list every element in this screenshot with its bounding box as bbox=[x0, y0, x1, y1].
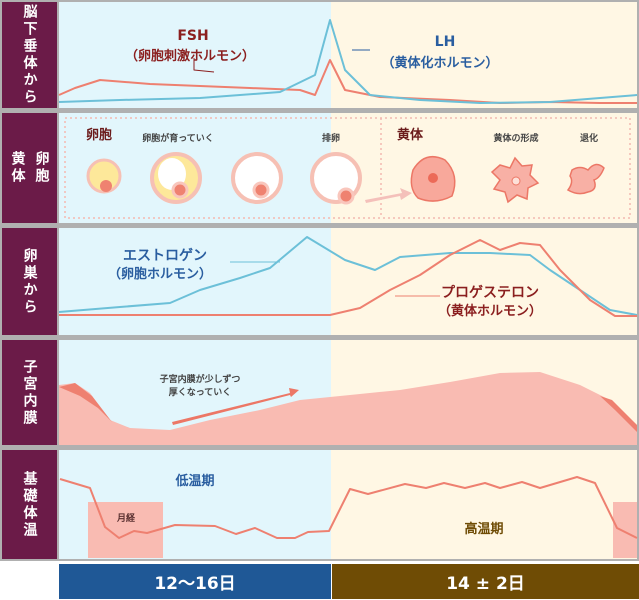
row-label-corpus-text: 黄体 bbox=[9, 151, 26, 185]
endometrium-area bbox=[59, 372, 637, 445]
menses-box bbox=[88, 502, 163, 558]
row-label-follicle-corpus: 黄体 卵胞 bbox=[2, 113, 57, 223]
progesterone-label: プロゲステロン bbox=[441, 285, 539, 301]
corpus-luteum-title: 黄体 bbox=[397, 128, 424, 143]
row-label-pituitary-text: 脳下垂体から bbox=[21, 4, 38, 106]
menses-box bbox=[613, 502, 637, 558]
fsh-label: FSH bbox=[177, 28, 209, 44]
estrogen-line bbox=[58, 236, 638, 316]
ovulation-arrow-icon bbox=[365, 188, 412, 203]
row-label-pituitary: 脳下垂体から bbox=[2, 2, 57, 108]
low-temp-label: 低温期 bbox=[175, 474, 215, 489]
oocyte-icon bbox=[252, 181, 270, 199]
basal-body-temperature-line bbox=[59, 476, 638, 539]
follicle-dotted-frame bbox=[64, 117, 631, 219]
progesterone-sub-label: （黄体ホルモン） bbox=[437, 304, 543, 319]
luteal-bg bbox=[331, 113, 637, 223]
regression-label: 退化 bbox=[579, 134, 599, 144]
fsh-leader bbox=[193, 58, 215, 73]
ovulation-label: 排卵 bbox=[321, 134, 341, 144]
lh-line bbox=[58, 19, 638, 104]
shedding-icon bbox=[59, 383, 112, 422]
estrogen-label: エストロゲン bbox=[123, 248, 207, 264]
follicular-phase-bar: 12～16日 bbox=[59, 564, 331, 599]
row-label-ovary-text: 卵巣から bbox=[21, 247, 38, 316]
oocyte-icon bbox=[100, 180, 112, 192]
endometrium-note-1: 子宮内膜が少しずつ bbox=[159, 375, 241, 385]
corpus-luteum-center-icon bbox=[428, 173, 438, 183]
row-label-bbt-text: 基礎体温 bbox=[21, 470, 38, 539]
oocyte-icon bbox=[171, 181, 189, 199]
follicle-title: 卵胞 bbox=[86, 128, 113, 143]
row-label-bbt: 基礎体温 bbox=[2, 450, 57, 559]
luteal-bg bbox=[331, 2, 637, 108]
row-label-follicle-text: 卵胞 bbox=[33, 151, 50, 185]
formation-label: 黄体の形成 bbox=[493, 134, 539, 144]
formation-center-icon bbox=[511, 176, 521, 186]
lh-sub-label: （黄体化ホルモン） bbox=[381, 56, 499, 71]
row-label-endometrium-text: 子宮内膜 bbox=[21, 358, 38, 427]
luteal-bg bbox=[331, 450, 637, 559]
estrogen-sub-label: （卵胞ホルモン） bbox=[107, 267, 213, 282]
fsh-sub-label: （卵胞刺激ホルモン） bbox=[124, 49, 256, 64]
progesterone-line bbox=[59, 239, 637, 317]
follicular-bg bbox=[59, 228, 331, 335]
oocyte-icon bbox=[337, 187, 355, 205]
luteal-bg bbox=[331, 228, 637, 335]
lh-label: LH bbox=[434, 34, 456, 50]
growing-label: 卵胞が育っていく bbox=[142, 134, 214, 144]
endometrium-note-2: 厚くなっていく bbox=[168, 388, 232, 398]
luteal-phase-bar: 14 ± 2日 bbox=[332, 564, 639, 599]
thickening-arrow-icon bbox=[172, 388, 299, 425]
corpus-albicans-icon bbox=[566, 163, 605, 195]
menses-label: 月経 bbox=[116, 514, 136, 524]
follicle-1-icon bbox=[86, 158, 122, 194]
row-label-endometrium: 子宮内膜 bbox=[2, 340, 57, 445]
row-label-ovary: 卵巣から bbox=[2, 228, 57, 335]
high-temp-label: 高温期 bbox=[464, 522, 504, 537]
